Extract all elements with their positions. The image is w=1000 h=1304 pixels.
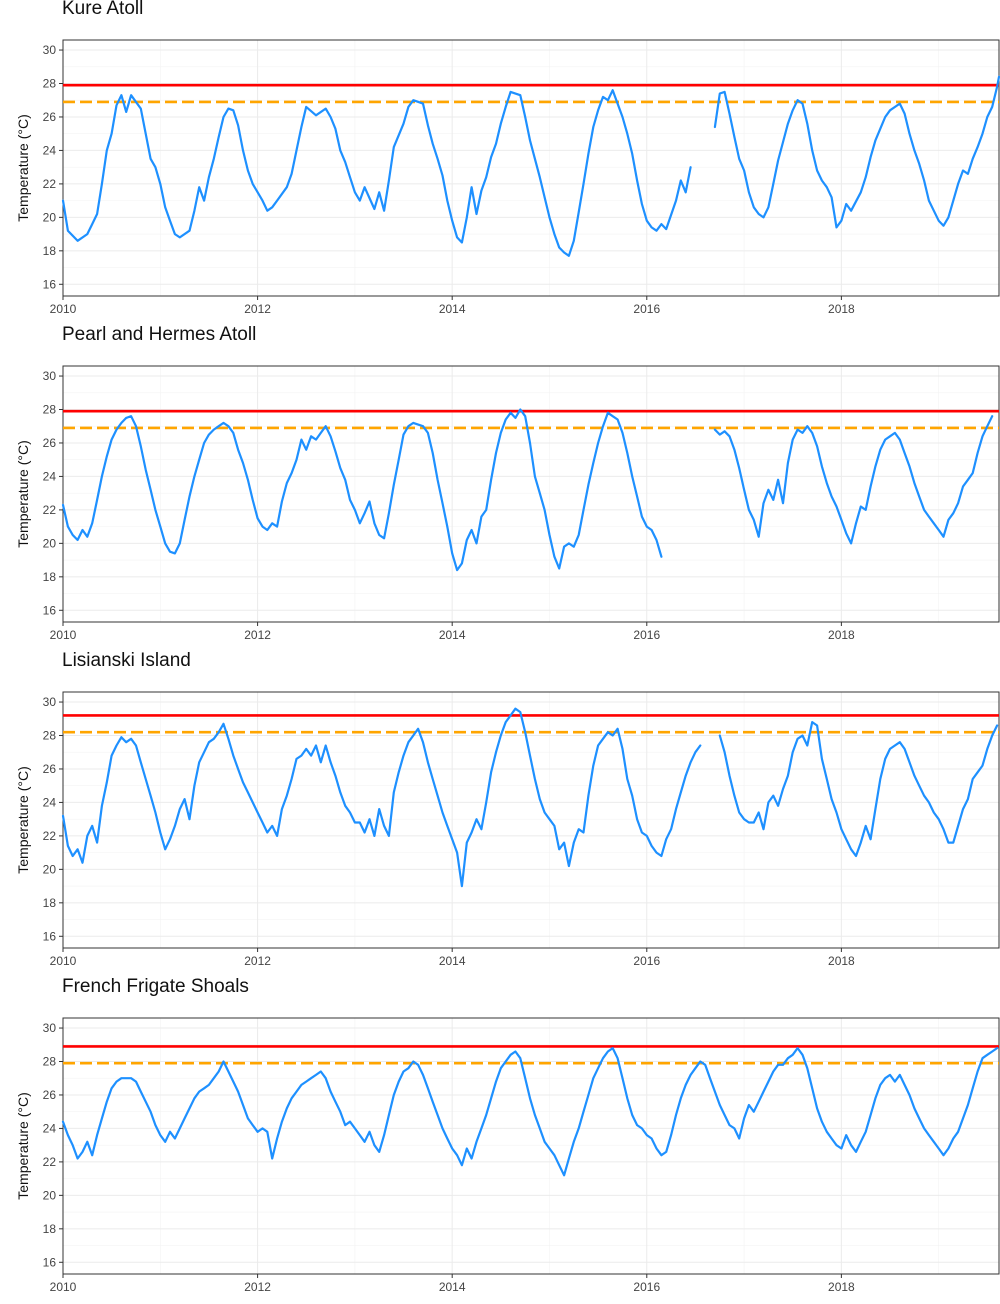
y-tick-label: 24	[43, 143, 57, 157]
series-line	[713, 415, 994, 545]
chart-svg: 16 18 20 22 24 26 28 30 2010 2012 2014 2016 2018 Temp…	[15, 691, 1000, 968]
series-line	[61, 89, 692, 257]
panel-title: Lisianski Island	[62, 650, 191, 671]
y-tick-label: 24	[43, 469, 57, 483]
y-tick-label: 26	[43, 436, 57, 450]
x-tick-label: 2010	[50, 628, 77, 642]
plot-border	[62, 39, 1000, 297]
x-tick-label: 2016	[633, 954, 660, 968]
y-tick-label: 20	[43, 210, 57, 224]
panel-title: Kure Atoll	[62, 0, 144, 19]
y-axis-label: Temperature (°C)	[15, 114, 31, 222]
y-axis-label: Temperature (°C)	[15, 1092, 31, 1200]
y-tick-label: 24	[43, 795, 57, 809]
series-line	[61, 1047, 999, 1177]
x-tick-label: 2012	[244, 302, 271, 316]
y-tick-label: 26	[43, 762, 57, 776]
x-tick-label: 2018	[828, 1280, 855, 1294]
y-tick-label: 16	[43, 603, 57, 617]
y-tick-label: 20	[43, 1188, 57, 1202]
x-tick-label: 2016	[633, 1280, 660, 1294]
y-axis-label: Temperature (°C)	[15, 440, 31, 548]
x-tick-label: 2010	[50, 302, 77, 316]
panel-french-frigate-shoals: French Frigate Shoals 16 18 20 22 24 26 28 30 20…	[0, 976, 1000, 1304]
series-line	[713, 75, 1000, 229]
x-tick-label: 2014	[439, 302, 466, 316]
x-tick-label: 2012	[244, 628, 271, 642]
chart-svg: 16 18 20 22 24 26 28 30 2010 2012 2014 2016 2018 Temp…	[15, 1017, 1000, 1294]
y-tick-label: 26	[43, 110, 57, 124]
y-tick-label: 18	[43, 896, 57, 910]
y-tick-label: 22	[43, 829, 57, 843]
x-tick-label: 2018	[828, 302, 855, 316]
panel-pearl-and-hermes-atoll: Pearl and Hermes Atoll 16 18 20 22 24 26 28 30 2…	[0, 324, 1000, 652]
y-tick-label: 22	[43, 503, 57, 517]
x-tick-label: 2014	[439, 1280, 466, 1294]
panel-kure-atoll: Kure Atoll 16 18 20 22 24 26 28 30 2010 2012 2014 2…	[0, 0, 1000, 326]
y-tick-label: 26	[43, 1088, 57, 1102]
plot-border	[62, 365, 1000, 623]
y-tick-label: 18	[43, 244, 57, 258]
y-tick-label: 16	[43, 277, 57, 291]
y-tick-label: 28	[43, 1055, 57, 1069]
y-tick-label: 24	[43, 1121, 57, 1135]
x-tick-label: 2010	[50, 1280, 77, 1294]
series-line	[61, 707, 702, 888]
series-line	[61, 408, 663, 572]
x-tick-label: 2018	[828, 628, 855, 642]
y-axis-label: Temperature (°C)	[15, 766, 31, 874]
y-tick-label: 28	[43, 729, 57, 743]
x-tick-label: 2010	[50, 954, 77, 968]
y-tick-label: 18	[43, 570, 57, 584]
x-tick-label: 2016	[633, 302, 660, 316]
series-line	[718, 721, 999, 858]
y-tick-label: 30	[43, 1021, 57, 1035]
x-tick-label: 2014	[439, 954, 466, 968]
x-tick-label: 2016	[633, 628, 660, 642]
y-tick-label: 20	[43, 862, 57, 876]
y-tick-label: 30	[43, 43, 57, 57]
y-tick-label: 18	[43, 1222, 57, 1236]
y-tick-label: 28	[43, 77, 57, 91]
chart-svg: 16 18 20 22 24 26 28 30 2010 2012 2014 2016 2018 Temp…	[15, 39, 1000, 316]
y-tick-label: 22	[43, 1155, 57, 1169]
x-tick-label: 2012	[244, 954, 271, 968]
x-tick-label: 2018	[828, 954, 855, 968]
y-tick-label: 30	[43, 369, 57, 383]
y-tick-label: 30	[43, 695, 57, 709]
panel-lisianski-island: Lisianski Island 16 18 20 22 24 26 28 30 2010 201…	[0, 650, 1000, 978]
y-tick-label: 16	[43, 1255, 57, 1269]
x-tick-label: 2014	[439, 628, 466, 642]
y-tick-label: 16	[43, 929, 57, 943]
panel-title: Pearl and Hermes Atoll	[62, 324, 257, 345]
panel-title: French Frigate Shoals	[62, 976, 249, 997]
y-tick-label: 22	[43, 177, 57, 191]
x-tick-label: 2012	[244, 1280, 271, 1294]
y-tick-label: 28	[43, 403, 57, 417]
plot-border	[62, 691, 1000, 949]
plot-border	[62, 1017, 1000, 1275]
chart-svg: 16 18 20 22 24 26 28 30 2010 2012 2014 2016 2018 Temp…	[15, 365, 1000, 642]
y-tick-label: 20	[43, 536, 57, 550]
